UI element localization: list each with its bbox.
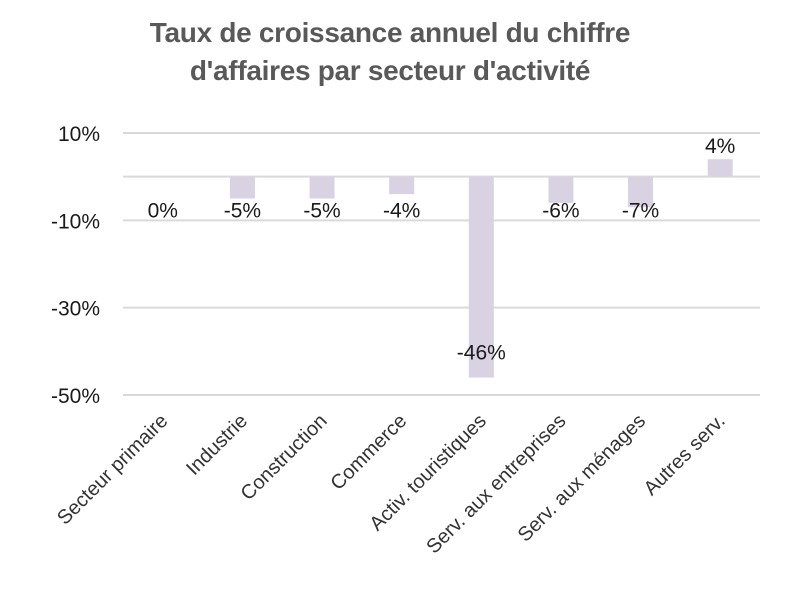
category-label: Autres serv. (640, 410, 730, 500)
category-label: Secteur primaire (53, 410, 172, 529)
chart-title: Taux de croissance annuel du chiffre d'a… (60, 14, 720, 90)
chart-title-line-1: Taux de croissance annuel du chiffre (149, 17, 631, 48)
bar (707, 159, 733, 177)
bar (468, 176, 494, 378)
data-label: -5% (303, 200, 340, 223)
chart-title-line-2: d'affaires par secteur d'activité (189, 55, 591, 86)
bar (389, 176, 415, 195)
category-label: Industrie (182, 410, 252, 480)
category-label: Serv. aux entreprises (422, 410, 570, 558)
data-label: -46% (457, 342, 506, 365)
bar (229, 176, 255, 199)
bar (628, 176, 654, 208)
bar (548, 176, 574, 203)
y-tick-label: -30% (51, 298, 100, 321)
data-label: -6% (542, 200, 579, 223)
data-label: -5% (224, 200, 261, 223)
y-tick-label: -10% (51, 210, 100, 233)
data-label: 4% (705, 135, 735, 158)
data-label: 0% (148, 200, 178, 223)
category-label: Construction (237, 410, 332, 505)
bar (309, 176, 335, 199)
data-label: -7% (622, 200, 659, 223)
category-label: Commerce (327, 410, 412, 495)
y-tick-label: -50% (51, 385, 100, 408)
data-label: -4% (383, 200, 420, 223)
y-tick-label: 10% (58, 123, 100, 146)
